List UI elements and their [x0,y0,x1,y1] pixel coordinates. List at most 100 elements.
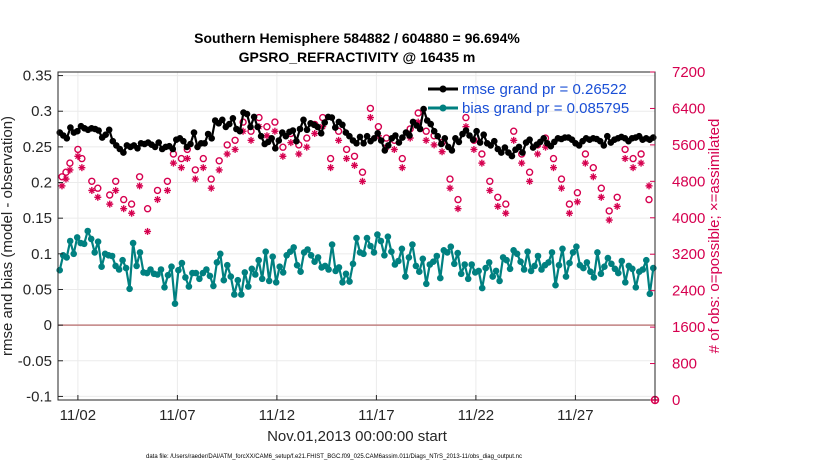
y-tick-label-left: 0 [44,317,52,334]
rmse-point [272,145,279,152]
rmse-point [226,120,233,128]
bias-point [269,253,277,260]
obs-assimilated-marker [343,155,351,163]
rmse-point [317,130,325,137]
y-tick-label-left: 0.15 [23,210,52,227]
bias-point [569,249,577,256]
bias-point [374,231,381,238]
obs-assimilated-marker [66,166,74,174]
obs-possible-marker [191,166,200,174]
obs-assimilated-marker [486,186,494,194]
obs-assimilated-marker [169,159,177,167]
obs-assimilated-marker [358,177,366,185]
bias-point [192,269,200,277]
obs-possible-marker [326,154,335,163]
rmse-point [363,132,371,140]
obs-assimilated-marker [557,184,565,192]
rmse-point [434,132,442,140]
bias-point [444,249,451,256]
bias-point [122,264,130,272]
obs-assimilated-stroke [574,198,581,205]
bias-point [492,267,500,275]
rmse-point [296,125,304,133]
bias-point [84,227,91,235]
obs-assimilated-marker [136,182,144,190]
rmse-point [406,132,413,139]
obs-assimilated-stroke [638,160,644,166]
bias-point [335,264,343,271]
obs-assimilated-stroke [518,160,525,166]
obs-assimilated-stroke [88,187,95,194]
bias-point [346,278,353,285]
obs-possible-marker [510,127,518,135]
bias-point [217,250,224,258]
rmse-point [540,135,547,142]
rmse-point [438,140,445,148]
y-ticks-left: 0.35 0.3 0.25 0.2 0.15 0.1 0.05 0 -0.05 -0.1 [18,68,63,405]
bias-point [175,266,182,274]
bias-point [402,273,409,280]
obs-assimilated-marker [597,193,605,201]
obs-possible-marker [573,188,582,197]
obs-assimilated-marker [311,130,319,137]
bias-point [63,254,70,261]
bias-point [290,244,298,251]
bias-point [524,248,531,255]
bias-point [601,263,608,271]
bias-point [328,241,336,248]
bias-point [196,275,203,283]
rmse-point [236,127,244,135]
bias-point [478,284,486,292]
bias-point [91,249,98,256]
obs-assimilated-marker [287,139,295,147]
obs-assimilated-marker [446,184,454,192]
obs-possible-marker [621,145,629,154]
obs-assimilated-marker [454,205,462,213]
bias-point [520,266,528,273]
obs-assimilated-stroke [136,183,143,189]
bias-point [164,271,172,279]
obs-possible-marker [163,177,172,186]
obs-assimilated-stroke [295,151,302,157]
bias-point [395,257,402,265]
bias-point [252,271,259,278]
rmse-point [649,134,657,141]
obs-assimilated-stroke [208,185,215,192]
bias-point [409,241,416,248]
rmse-point [134,145,141,152]
y-tick-label-right: 7200 [672,64,705,81]
obs-assimilated-stroke [423,137,430,144]
obs-assimilated-marker [279,152,287,160]
obs-assimilated-stroke [630,164,636,171]
bias-point [597,270,605,278]
obs-assimilated-marker [78,164,86,172]
obs-assimilated-marker [335,136,343,144]
bias-point [437,274,444,282]
bias-point [531,262,538,270]
y-ticks-right: 7200 6400 5600 4800 4000 3200 2400 1600 800 0 [650,64,705,409]
bias-point [307,252,315,259]
obs-assimilated-marker [120,205,128,213]
obs-assimilated-marker [327,164,335,172]
obs-assimilated-stroke [287,139,294,146]
bias-point [381,252,388,259]
obs-assimilated-stroke [200,164,207,171]
rmse-point [462,127,470,134]
bias-point [650,264,657,272]
x-axis-label: Nov.01,2013 00:00:00 start [267,428,448,445]
y-tick-label-left: -0.1 [26,388,52,405]
bias-point [339,279,346,286]
bias-point [363,234,371,242]
bias-point [629,265,636,273]
obs-assimilated-marker [177,164,185,172]
rmse-point [498,149,505,156]
obs-assimilated-stroke [455,205,461,212]
rmse-point [105,126,113,134]
obs-possible-marker [350,152,359,161]
rmse-point [187,140,194,148]
legend-bias-marker [439,104,447,112]
bias-point [527,267,535,275]
obs-assimilated-stroke [128,210,135,217]
bias-point [66,237,74,245]
rmse-point [229,115,237,122]
